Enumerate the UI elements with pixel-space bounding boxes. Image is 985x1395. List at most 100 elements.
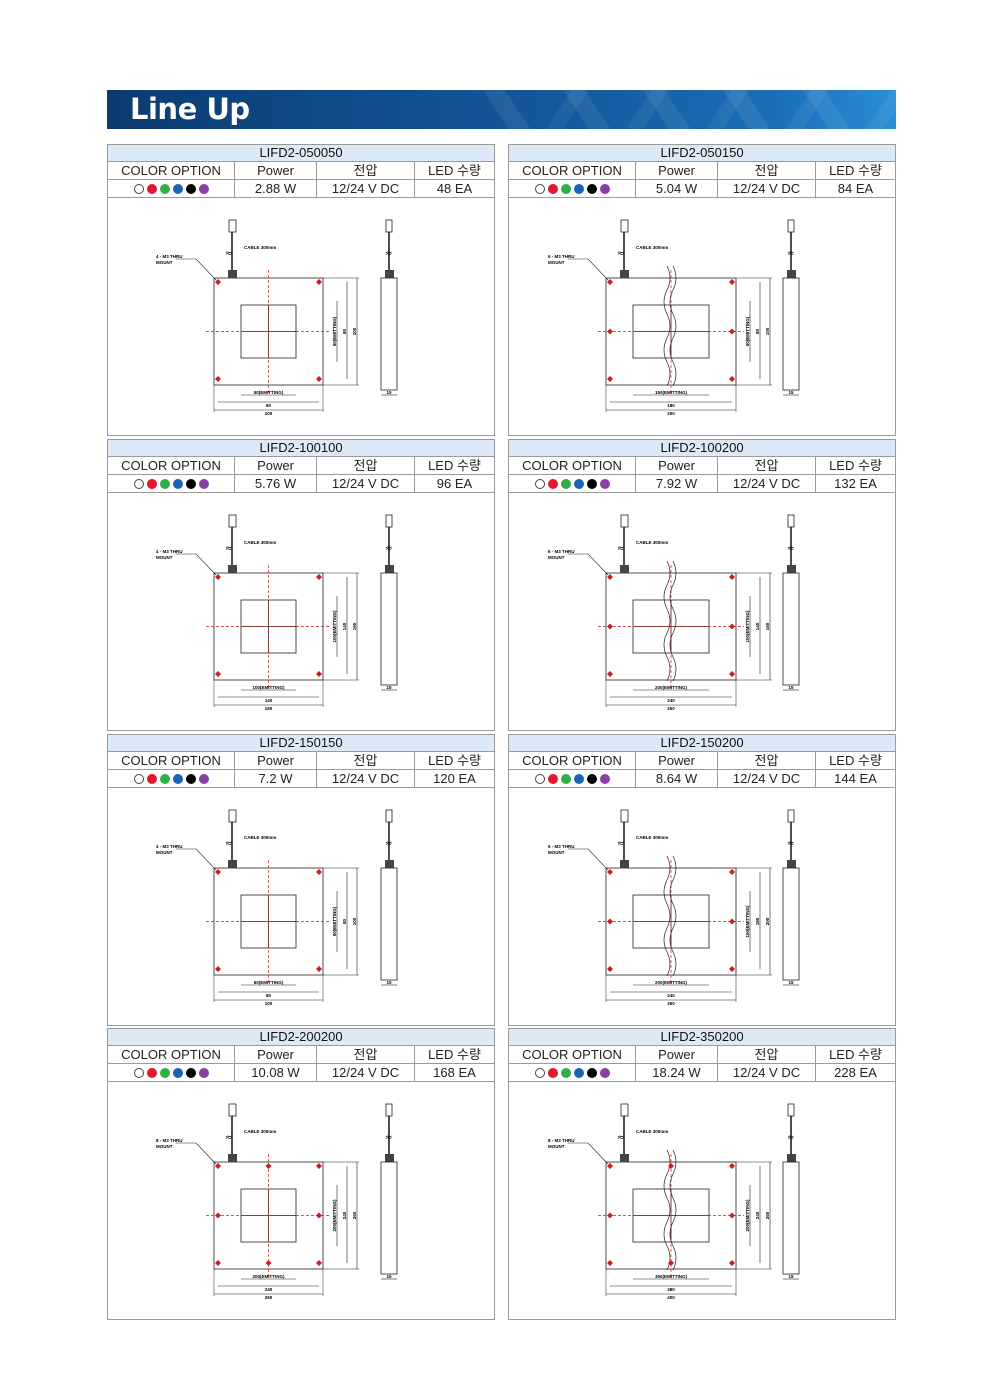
voltage-value: 12/24 V DC: [718, 180, 816, 197]
color-swatch: [198, 478, 209, 489]
cable-gland: [228, 270, 237, 278]
mount-label: 6 - M3 THRU: [548, 549, 575, 554]
color-swatch: [573, 773, 584, 784]
led-count-value: 48 EA: [436, 181, 473, 196]
product-name: LIFD2-150200: [509, 735, 895, 752]
mount-hole-marker: [316, 1212, 322, 1219]
led-count-label: LED 수량: [428, 753, 481, 768]
side-cable-break: ≈: [787, 839, 795, 849]
side-cable-break: ≈: [787, 1133, 795, 1143]
thickness-label: 15: [386, 1274, 392, 1279]
break-line: [663, 1149, 671, 1271]
mount-label: 4 - M3 THRU: [156, 549, 183, 554]
technical-drawing: ≈ CABLE 300mm 4 - M3 THRU MOUNT 100(EMITTING…: [108, 493, 494, 730]
dimension-label: 50(EMITTING): [745, 316, 750, 346]
power-label: Power: [235, 752, 317, 769]
technical-drawing: ≈ CABLE 300mm 6 - M3 THRU MOUNT 100(EMITTING…: [509, 493, 895, 730]
cable-length-label: CABLE 300mm: [636, 835, 668, 840]
mount-label: 8 - M3 THRU: [156, 1138, 183, 1143]
color-swatch: [547, 773, 558, 784]
led-count-label: LED 수량: [829, 1047, 882, 1062]
voltage-label: 전압: [317, 162, 415, 179]
color-option-label: COLOR OPTION: [108, 162, 235, 179]
power-label: Power: [235, 1046, 317, 1063]
power-value: 7.92 W: [636, 475, 718, 492]
mount-label: MOUNT: [548, 1144, 565, 1149]
mount-leader: [568, 848, 609, 871]
spec-header-row: COLOR OPTION Power 전압 LED 수량: [509, 752, 895, 770]
color-swatch: [534, 1067, 545, 1078]
color-swatch: [547, 183, 558, 194]
color-swatch: [133, 478, 144, 489]
color-swatch: [586, 183, 597, 194]
dimension-label: 240: [265, 1287, 273, 1292]
side-connector: [787, 514, 795, 528]
spec-value-row: 5.76 W 12/24 V DC 96 EA: [108, 475, 494, 493]
side-cable-break: ≈: [385, 544, 393, 554]
mount-hole-marker: [729, 869, 735, 875]
mount-hole-marker: [316, 671, 322, 677]
color-swatches: [108, 180, 235, 197]
cable-gland: [228, 860, 237, 868]
voltage-label: 전압: [317, 457, 415, 474]
voltage-label: 전압: [718, 752, 816, 769]
dimension-label: 140: [755, 622, 760, 630]
banner-pattern: [482, 90, 896, 129]
dimension-label: 240: [667, 993, 675, 998]
dimension-label: 150(EMITTING): [745, 905, 750, 938]
color-swatch: [534, 773, 545, 784]
side-profile: [380, 277, 398, 391]
color-option-label: COLOR OPTION: [108, 457, 235, 474]
spec-value-row: 8.64 W 12/24 V DC 144 EA: [509, 770, 895, 788]
color-swatch: [599, 773, 610, 784]
side-gland: [385, 860, 394, 868]
dimension-label: 200(EMITTING): [655, 685, 688, 690]
mount-hole-marker: [215, 966, 221, 972]
mount-label: MOUNT: [156, 555, 173, 560]
dimension-label: 200(EMITTING): [655, 980, 688, 985]
mount-label: 6 - M3 THRU: [548, 254, 575, 259]
side-connector: [385, 219, 393, 233]
color-option-label: COLOR OPTION: [509, 752, 636, 769]
product-card-lifd2-050150: LIFD2-050150 COLOR OPTION Power 전압 LED 수…: [508, 144, 896, 436]
mount-hole-marker: [215, 376, 221, 382]
mount-hole-marker: [316, 1163, 322, 1169]
side-gland: [787, 1154, 796, 1162]
mount-leader: [568, 258, 609, 281]
mount-leader: [176, 258, 217, 281]
cable-break-mark: ≈: [617, 839, 625, 849]
mount-hole-marker: [316, 376, 322, 382]
cable-break-mark: ≈: [225, 839, 233, 849]
connector: [620, 219, 629, 233]
led-count-label: LED 수량: [428, 1047, 481, 1062]
mount-hole-marker: [607, 376, 613, 382]
connector: [228, 514, 237, 528]
power-value: 5.76 W: [235, 475, 317, 492]
power-value: 7.2 W: [235, 770, 317, 787]
connector: [228, 809, 237, 823]
mount-hole-marker: [607, 966, 613, 972]
dimension-label: 160: [765, 622, 770, 630]
led-count-label: LED 수량: [829, 753, 882, 768]
mount-hole-marker: [607, 869, 613, 875]
spec-header-row: COLOR OPTION Power 전압 LED 수량: [509, 1046, 895, 1064]
side-profile: [380, 867, 398, 981]
spec-header-row: COLOR OPTION Power 전압 LED 수량: [108, 752, 494, 770]
color-swatch: [133, 183, 144, 194]
cable-length-label: CABLE 300mm: [636, 540, 668, 545]
break-line: [669, 855, 677, 977]
dimension-label: 80: [755, 329, 760, 335]
mount-hole-marker: [729, 1212, 735, 1219]
dimension-label: 260: [352, 1211, 357, 1219]
cable-gland: [620, 270, 629, 278]
product-name: LIFD2-350200: [509, 1029, 895, 1046]
color-swatch: [172, 478, 183, 489]
dimension-label: 80: [266, 993, 272, 998]
dimension-label: 180: [667, 403, 675, 408]
break-line: [663, 265, 671, 387]
side-gland: [385, 1154, 394, 1162]
side-connector: [787, 809, 795, 823]
mount-hole-marker: [607, 623, 613, 630]
